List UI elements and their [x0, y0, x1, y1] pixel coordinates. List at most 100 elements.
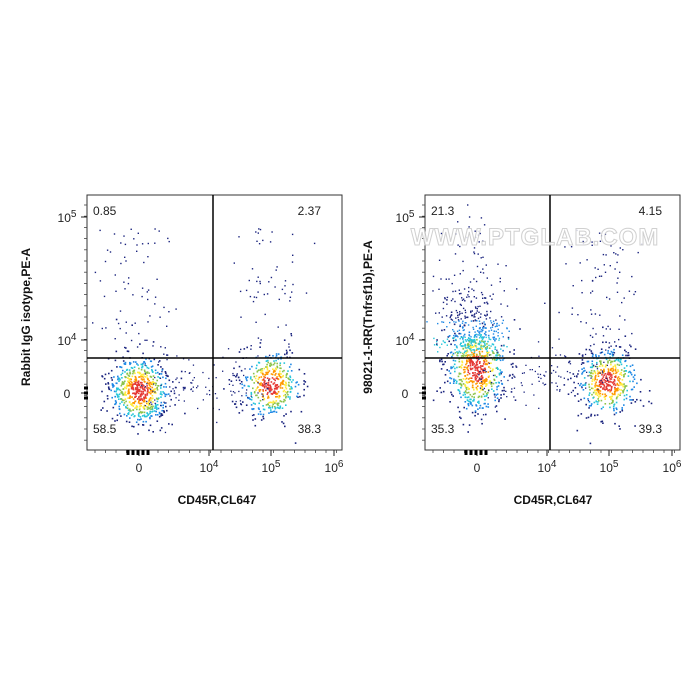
- density-dot: [466, 236, 468, 239]
- density-dot: [458, 390, 461, 393]
- density-dot: [280, 367, 282, 370]
- density-dot: [591, 378, 594, 380]
- density-dot: [461, 380, 463, 383]
- density-dot: [494, 348, 496, 350]
- density-dot: [284, 285, 286, 287]
- density-dot: [452, 339, 455, 342]
- density-dot: [440, 391, 443, 394]
- density-dot: [617, 395, 619, 398]
- density-dot: [634, 291, 637, 293]
- density-dot: [482, 393, 485, 395]
- density-dot: [501, 389, 504, 392]
- density-dot: [596, 389, 599, 392]
- density-dot: [267, 397, 269, 399]
- density-dot: [130, 228, 132, 230]
- density-dot: [452, 365, 455, 368]
- density-dot: [492, 293, 494, 295]
- density-dot: [451, 366, 454, 369]
- density-dot: [612, 354, 615, 356]
- density-dot: [122, 388, 124, 390]
- density-dot: [462, 383, 465, 385]
- density-dot: [105, 327, 107, 329]
- density-dot: [296, 395, 298, 398]
- density-dot: [580, 398, 582, 401]
- density-dot: [459, 365, 462, 368]
- density-dot: [500, 397, 502, 399]
- density-dot: [462, 355, 465, 358]
- density-dot: [144, 405, 146, 407]
- density-dot: [241, 383, 243, 386]
- density-dot: [591, 366, 593, 369]
- density-dot: [476, 361, 478, 363]
- density-dot: [470, 301, 472, 303]
- density-dot: [609, 373, 611, 376]
- density-dot: [483, 356, 486, 358]
- density-dot: [438, 259, 441, 261]
- density-dot: [488, 336, 490, 339]
- density-dot: [537, 341, 540, 343]
- density-dot: [492, 368, 494, 371]
- density-dot: [583, 377, 586, 379]
- density-dot: [491, 382, 493, 384]
- density-dot: [614, 370, 617, 372]
- density-dot: [132, 387, 135, 389]
- density-dot: [289, 300, 291, 302]
- density-dot: [482, 369, 485, 371]
- density-dot: [140, 402, 143, 405]
- density-dot: [138, 412, 140, 415]
- density-dot: [615, 389, 618, 392]
- density-dot: [469, 380, 472, 382]
- density-dot: [501, 371, 503, 373]
- density-dot: [537, 376, 540, 378]
- density-dot: [636, 398, 638, 401]
- density-dot: [478, 391, 481, 393]
- density-dot: [279, 400, 282, 402]
- density-dot: [609, 406, 611, 409]
- density-dot: [257, 382, 259, 384]
- density-dot: [609, 385, 612, 387]
- density-dot: [470, 336, 472, 338]
- density-dot: [490, 385, 493, 388]
- density-dot: [596, 384, 598, 387]
- density-dot: [474, 344, 476, 347]
- density-dot: [446, 338, 449, 340]
- density-dot: [230, 390, 232, 392]
- density-dot: [270, 392, 273, 395]
- density-dot: [604, 398, 606, 400]
- density-dot: [624, 373, 626, 375]
- density-dot: [306, 385, 309, 388]
- density-dot: [475, 346, 478, 348]
- density-dot: [590, 309, 592, 311]
- density-dot: [449, 316, 451, 319]
- density-dot: [589, 388, 591, 391]
- density-dot: [457, 352, 460, 354]
- density-dot: [103, 295, 106, 298]
- density-dot: [598, 275, 601, 277]
- density-dot: [117, 377, 120, 379]
- density-dot: [448, 370, 450, 372]
- density-dot: [113, 390, 116, 393]
- density-dot: [148, 391, 150, 394]
- density-dot: [272, 392, 275, 394]
- density-dot: [182, 389, 185, 391]
- density-dot: [286, 373, 288, 375]
- density-dot: [479, 370, 481, 373]
- density-dot: [127, 397, 129, 399]
- density-dot: [473, 350, 476, 352]
- density-dot: [134, 375, 137, 378]
- density-dot: [146, 366, 149, 369]
- density-dot: [171, 423, 173, 426]
- density-dot: [121, 401, 123, 403]
- density-dot: [145, 397, 148, 399]
- density-dot: [277, 326, 279, 328]
- density-dot: [255, 380, 258, 382]
- density-dot: [250, 348, 252, 350]
- density-dot: [563, 377, 565, 379]
- y-tick-label: 105: [396, 209, 415, 225]
- density-dot: [118, 380, 120, 382]
- density-dot: [253, 296, 256, 298]
- density-dot: [501, 382, 503, 385]
- density-dot: [601, 380, 604, 383]
- density-dot: [465, 381, 468, 383]
- density-dot: [115, 402, 117, 405]
